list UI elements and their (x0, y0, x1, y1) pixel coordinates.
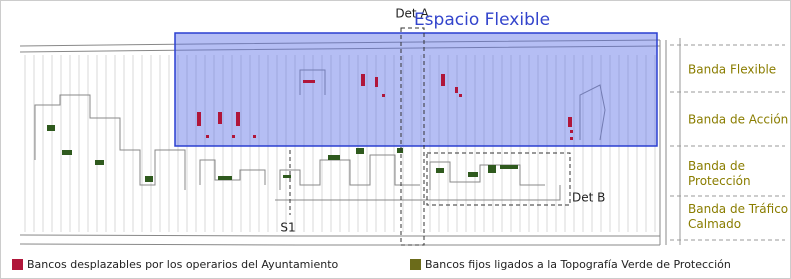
bench (197, 112, 201, 126)
flexible-space-label: Espacio Flexible (414, 10, 550, 30)
band-label: Banda de Tráfico (688, 202, 788, 216)
legend-swatch (410, 259, 421, 270)
detail-b-label: Det B (572, 191, 605, 205)
bench (375, 77, 378, 87)
bench (570, 137, 573, 140)
section-label: S1 (280, 221, 295, 235)
bench (570, 130, 573, 133)
band-label: Banda Flexible (688, 63, 776, 77)
bench (206, 135, 209, 138)
bench (303, 80, 315, 83)
plan-diagram: Det A Espacio Flexible S1 Det B Banda Fl… (0, 0, 791, 279)
legend-label: Bancos desplazables por los operarios de… (27, 258, 339, 271)
band-label: Banda de (688, 159, 745, 173)
bench (236, 112, 240, 126)
band-label: Banda de Acción (688, 113, 788, 127)
bench (356, 148, 364, 154)
legend-swatch (12, 259, 23, 270)
bench (436, 168, 444, 173)
bench (218, 112, 222, 124)
bench (500, 165, 518, 169)
bench (382, 94, 385, 97)
bench (455, 87, 458, 93)
legend-label: Bancos fijos ligados a la Topografía Ver… (425, 258, 731, 271)
bench (397, 148, 403, 153)
bench (283, 175, 291, 178)
bench (218, 176, 232, 180)
bench (468, 172, 478, 177)
bench (328, 155, 340, 160)
bench (488, 165, 496, 173)
bench (253, 135, 256, 138)
flexible-space-area (175, 33, 657, 146)
bench (232, 135, 235, 138)
band-label: Protección (688, 174, 751, 188)
bench (568, 117, 572, 127)
band-label: Calmado (688, 217, 741, 231)
bench (47, 125, 55, 131)
bench (62, 150, 72, 155)
bench (441, 74, 445, 86)
bench (145, 176, 153, 182)
bench (459, 94, 462, 97)
bench (361, 74, 365, 86)
bench (95, 160, 104, 165)
